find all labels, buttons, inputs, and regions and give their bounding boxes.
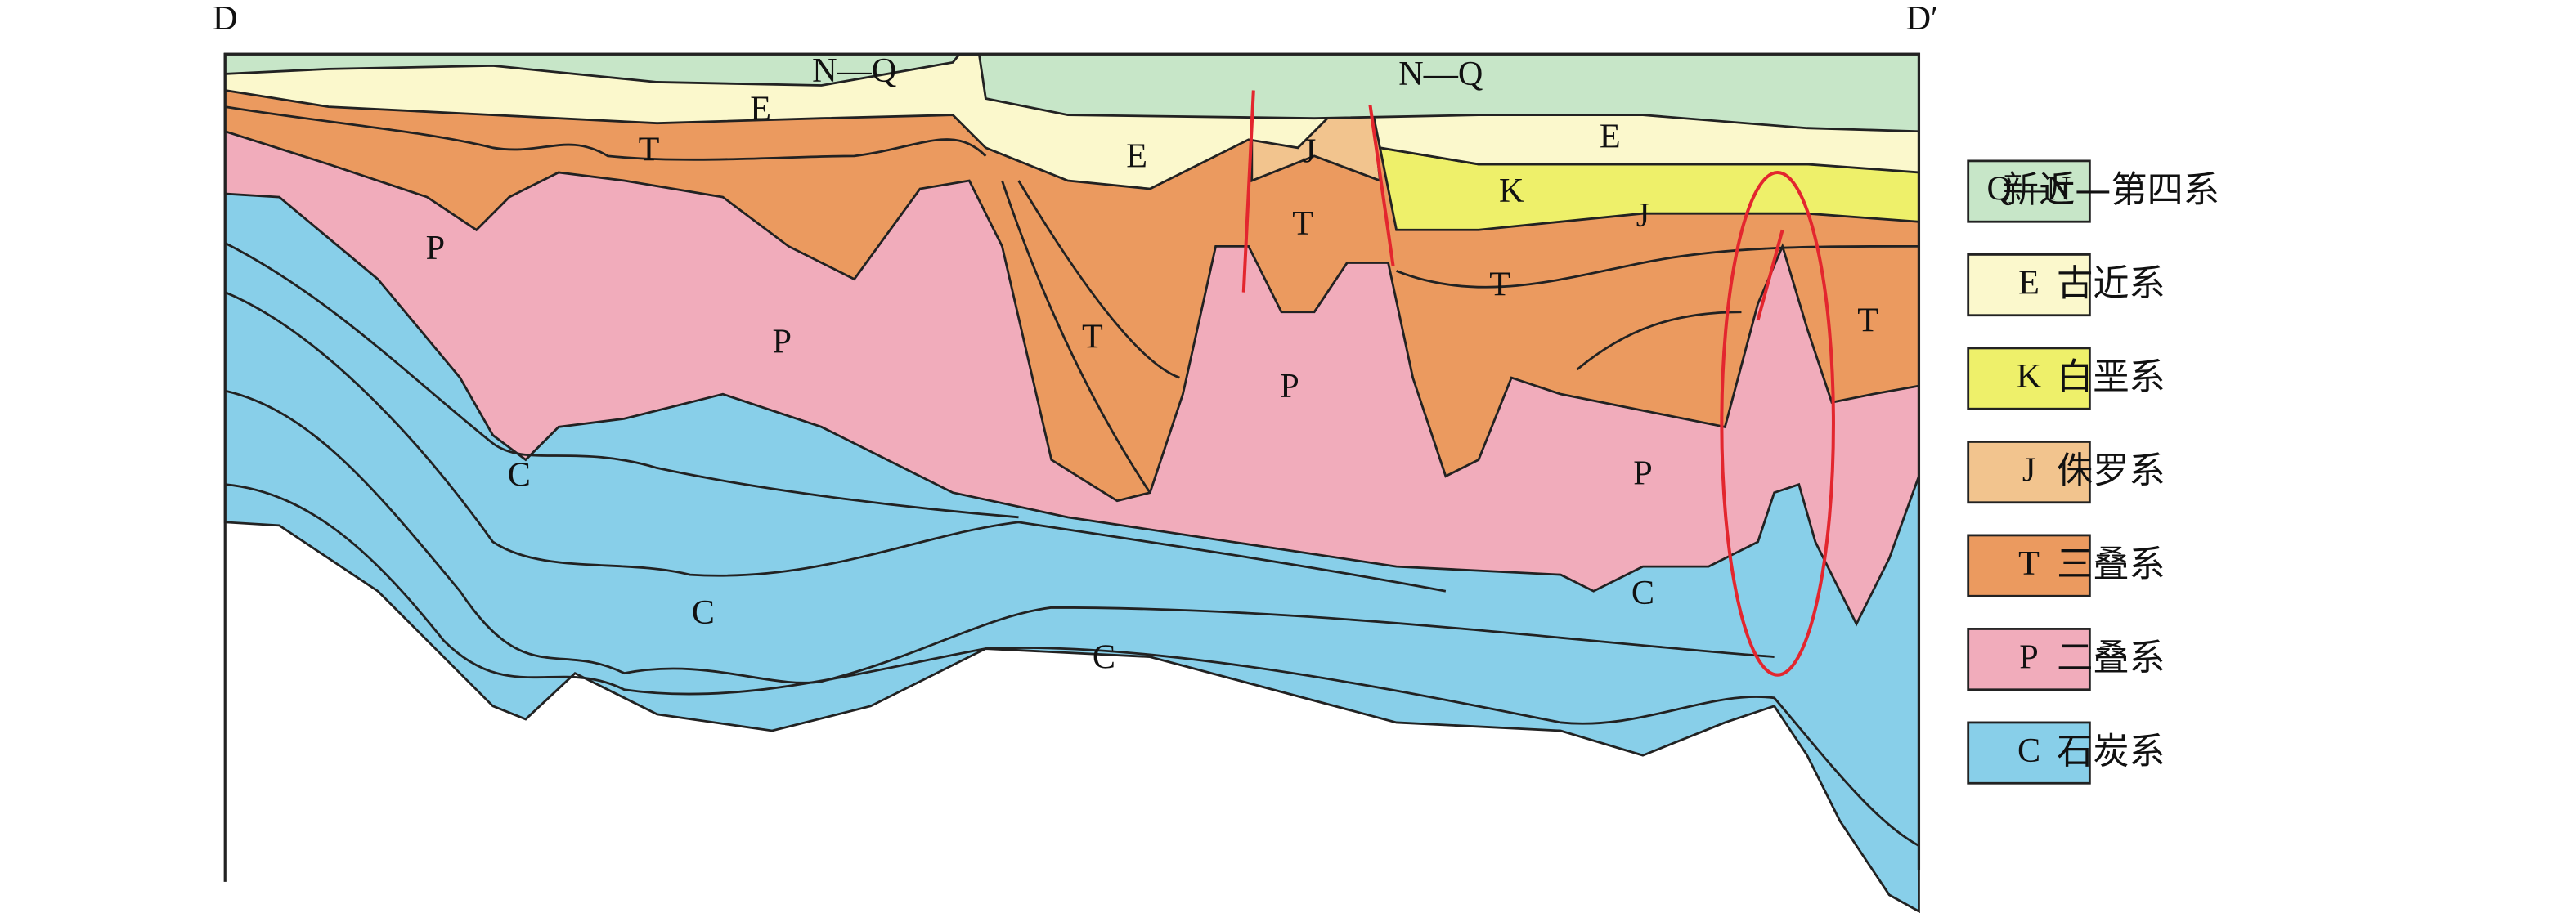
layers bbox=[223, 52, 1920, 913]
contact-line bbox=[224, 389, 1775, 684]
legend-name: 三叠系 bbox=[2057, 544, 2165, 585]
legend-swatch bbox=[1967, 534, 2091, 597]
legend-swatch bbox=[1967, 628, 2091, 691]
contact-line bbox=[1001, 180, 1919, 494]
contact-line bbox=[224, 291, 1447, 593]
layer-label: E bbox=[750, 89, 771, 128]
layer-label: J bbox=[1636, 196, 1649, 235]
legend-swatch bbox=[1967, 721, 2091, 785]
faults bbox=[1241, 90, 1835, 677]
legend-name: 古近系 bbox=[2057, 263, 2165, 305]
layer-label: J bbox=[1303, 132, 1316, 171]
legend-code: T bbox=[2018, 544, 2040, 583]
legend-swatch bbox=[1967, 347, 2091, 410]
legend-code: K bbox=[2017, 357, 2042, 396]
layer-label: T bbox=[1292, 204, 1313, 243]
internal-lines bbox=[224, 105, 1920, 847]
layer-label: N—Q bbox=[812, 51, 896, 90]
layer-label: N—Q bbox=[1398, 55, 1483, 93]
contact-line bbox=[225, 483, 1920, 847]
layer-label: P bbox=[1280, 367, 1299, 405]
fault bbox=[1756, 229, 1784, 321]
fault bbox=[1241, 90, 1255, 293]
layer-label: C bbox=[692, 593, 715, 632]
legend-code: E bbox=[2018, 263, 2040, 302]
frame bbox=[223, 52, 1921, 882]
legend-swatch bbox=[1967, 441, 2091, 504]
layer-label: K bbox=[1499, 172, 1524, 210]
legend-code: P bbox=[2019, 638, 2038, 676]
layer-label: T bbox=[1489, 265, 1510, 303]
layer-label: E bbox=[1600, 117, 1621, 155]
legend-name: 侏罗系 bbox=[2057, 450, 2165, 492]
frame-line bbox=[223, 52, 1921, 882]
legend-swatch bbox=[1967, 159, 2091, 223]
legend-swatch bbox=[1967, 253, 2091, 317]
layer-label: C bbox=[508, 455, 531, 494]
layer-label: C bbox=[1093, 638, 1115, 676]
legend-name: 石炭系 bbox=[2057, 731, 2165, 772]
layer-label: P bbox=[426, 229, 445, 267]
contact-line bbox=[224, 242, 1019, 519]
layer bbox=[223, 52, 1920, 133]
legend-code: Q—N bbox=[1986, 170, 2071, 208]
legend-name: 二叠系 bbox=[2057, 638, 2165, 679]
legend-name: 白垩系 bbox=[2057, 356, 2165, 398]
layer-label: P bbox=[773, 323, 792, 361]
highlight-ellipse bbox=[1720, 170, 1835, 677]
legend-code: C bbox=[2017, 732, 2040, 770]
layer-label: T bbox=[1082, 318, 1103, 356]
layer-label: C bbox=[1631, 574, 1654, 612]
legend: Q—N新近—第四系 E 古近系 K 白垩系 J 侏罗系 T 三叠系 P 二叠系 C 石炭系 bbox=[1967, 159, 2219, 785]
layer-label: E bbox=[1126, 137, 1147, 176]
contact-line bbox=[225, 105, 987, 161]
legend-code: J bbox=[2022, 450, 2035, 489]
layer-label: P bbox=[1633, 454, 1652, 492]
legend-name: 新近—第四系 bbox=[2003, 169, 2219, 211]
layer-label: T bbox=[639, 131, 660, 169]
section-start: D bbox=[213, 0, 237, 38]
layer-label: T bbox=[1857, 301, 1878, 339]
section-end: D′ bbox=[1906, 0, 1939, 38]
fault bbox=[1368, 105, 1395, 266]
